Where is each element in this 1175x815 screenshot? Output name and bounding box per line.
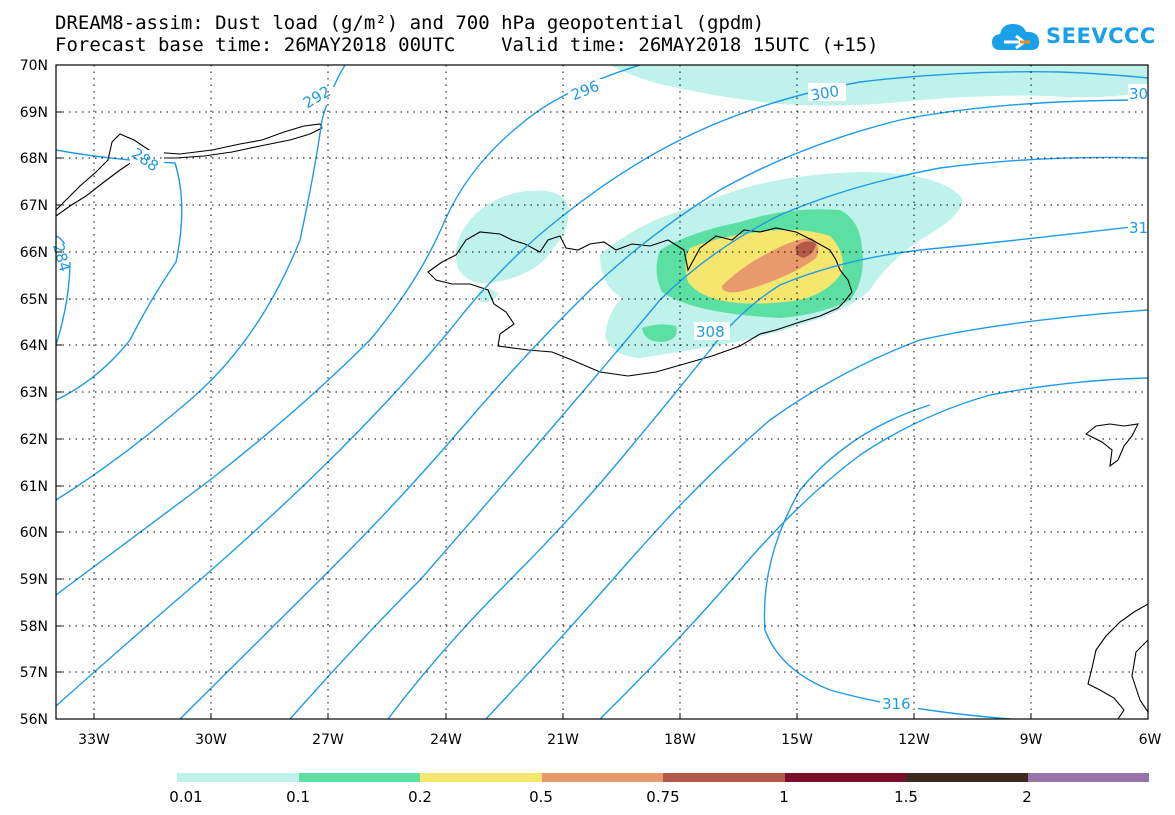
- lat-label: 57N: [20, 665, 48, 681]
- contour-line: [56, 149, 183, 401]
- coastlines: [56, 123, 1148, 719]
- contour-label: 300: [809, 82, 840, 105]
- lat-label: 66N: [20, 245, 48, 261]
- legend-tick-label: 2: [1022, 788, 1032, 806]
- legend-swatch: [177, 773, 299, 782]
- legend-tick-label: 1.5: [894, 788, 918, 806]
- map-title: DREAM8-assim: Dust load (g/m²) and 700 h…: [55, 12, 765, 34]
- dust-band-0.01: [610, 65, 1148, 106]
- lat-label: 68N: [20, 151, 48, 167]
- graticule: [56, 65, 1148, 719]
- dust-fields: [455, 65, 1148, 358]
- legend-swatch: [541, 773, 663, 782]
- lon-label: 21W: [547, 732, 579, 748]
- contour-line: [387, 224, 1148, 719]
- lon-label: 9W: [1020, 732, 1043, 748]
- dust-band-0.1: [642, 324, 677, 342]
- logo-text: SEEVCCC: [1046, 24, 1156, 48]
- lon-label: 15W: [781, 732, 813, 748]
- latitude-labels: 70N 69N 68N 67N 66N 65N 64N 63N 62N 61N …: [20, 58, 48, 728]
- lat-label: 65N: [20, 292, 48, 308]
- contour-label: 31: [1129, 219, 1148, 237]
- contour-label: 308: [696, 323, 725, 341]
- contour-label: 288: [128, 144, 162, 175]
- lon-label: 27W: [312, 732, 344, 748]
- lon-label: 12W: [898, 732, 930, 748]
- lon-label: 18W: [664, 732, 696, 748]
- legend-tick-label: 0.75: [646, 788, 680, 806]
- scotland-coastline: [1087, 603, 1148, 719]
- faroe-coastline: [1084, 423, 1139, 468]
- axis-ticks: [56, 64, 1032, 719]
- longitude-labels: 33W 30W 27W 24W 21W 18W 15W 12W 9W 6W: [78, 732, 1161, 748]
- contour-line: [179, 99, 1148, 719]
- legend-swatch: [420, 773, 542, 782]
- forecast-time-subtitle: Forecast base time: 26MAY2018 00UTC Vali…: [55, 34, 879, 56]
- lat-label: 56N: [20, 712, 48, 728]
- lat-label: 59N: [20, 572, 48, 588]
- lat-label: 61N: [20, 479, 48, 495]
- lon-label: 30W: [195, 732, 227, 748]
- lat-label: 64N: [20, 338, 48, 354]
- dust-band-0.75: [795, 241, 816, 258]
- dust-band-0.5: [722, 238, 819, 293]
- contour-line: [485, 309, 1148, 719]
- legend-tick-label: 1: [779, 788, 789, 806]
- lat-label: 63N: [20, 385, 48, 401]
- lon-label: 24W: [430, 732, 462, 748]
- legend-swatch: [663, 773, 785, 782]
- iceland-coastline: [427, 227, 853, 377]
- lon-label: 33W: [78, 732, 110, 748]
- contour-label: 316: [882, 695, 911, 713]
- lat-label: 62N: [20, 432, 48, 448]
- greenland-coastline: [56, 123, 323, 217]
- cloud-icon: [992, 24, 1040, 50]
- legend-colorbar: [177, 773, 1149, 782]
- contour-line: [56, 65, 641, 596]
- lat-label: 60N: [20, 525, 48, 541]
- contour-label: 30: [1129, 85, 1148, 103]
- legend-swatch: [906, 773, 1028, 782]
- legend-swatch: [784, 773, 906, 782]
- contour-line: [599, 377, 1148, 719]
- contour-label: 292: [300, 82, 334, 112]
- legend-tick-label: 0.01: [169, 788, 203, 806]
- contour-line: [56, 65, 346, 501]
- lat-label: 69N: [20, 105, 48, 121]
- legend-tick-label: 0.2: [408, 788, 432, 806]
- lon-label: 6W: [1139, 732, 1162, 748]
- lat-label: 70N: [20, 58, 48, 74]
- legend-tick-label: 0.5: [529, 788, 553, 806]
- contour-line: [56, 71, 1148, 707]
- seevccc-logo: SEEVCCC: [990, 18, 1160, 58]
- legend-swatch: [1027, 773, 1149, 782]
- dust-band-0.01: [455, 190, 569, 284]
- legend-swatch: [298, 773, 420, 782]
- contour-labels: 292 296 300 288 284 308 316 30 31: [49, 77, 1148, 713]
- contour-line: [289, 156, 1148, 719]
- lat-label: 67N: [20, 198, 48, 214]
- legend-tick-label: 0.1: [286, 788, 310, 806]
- lat-label: 58N: [20, 619, 48, 635]
